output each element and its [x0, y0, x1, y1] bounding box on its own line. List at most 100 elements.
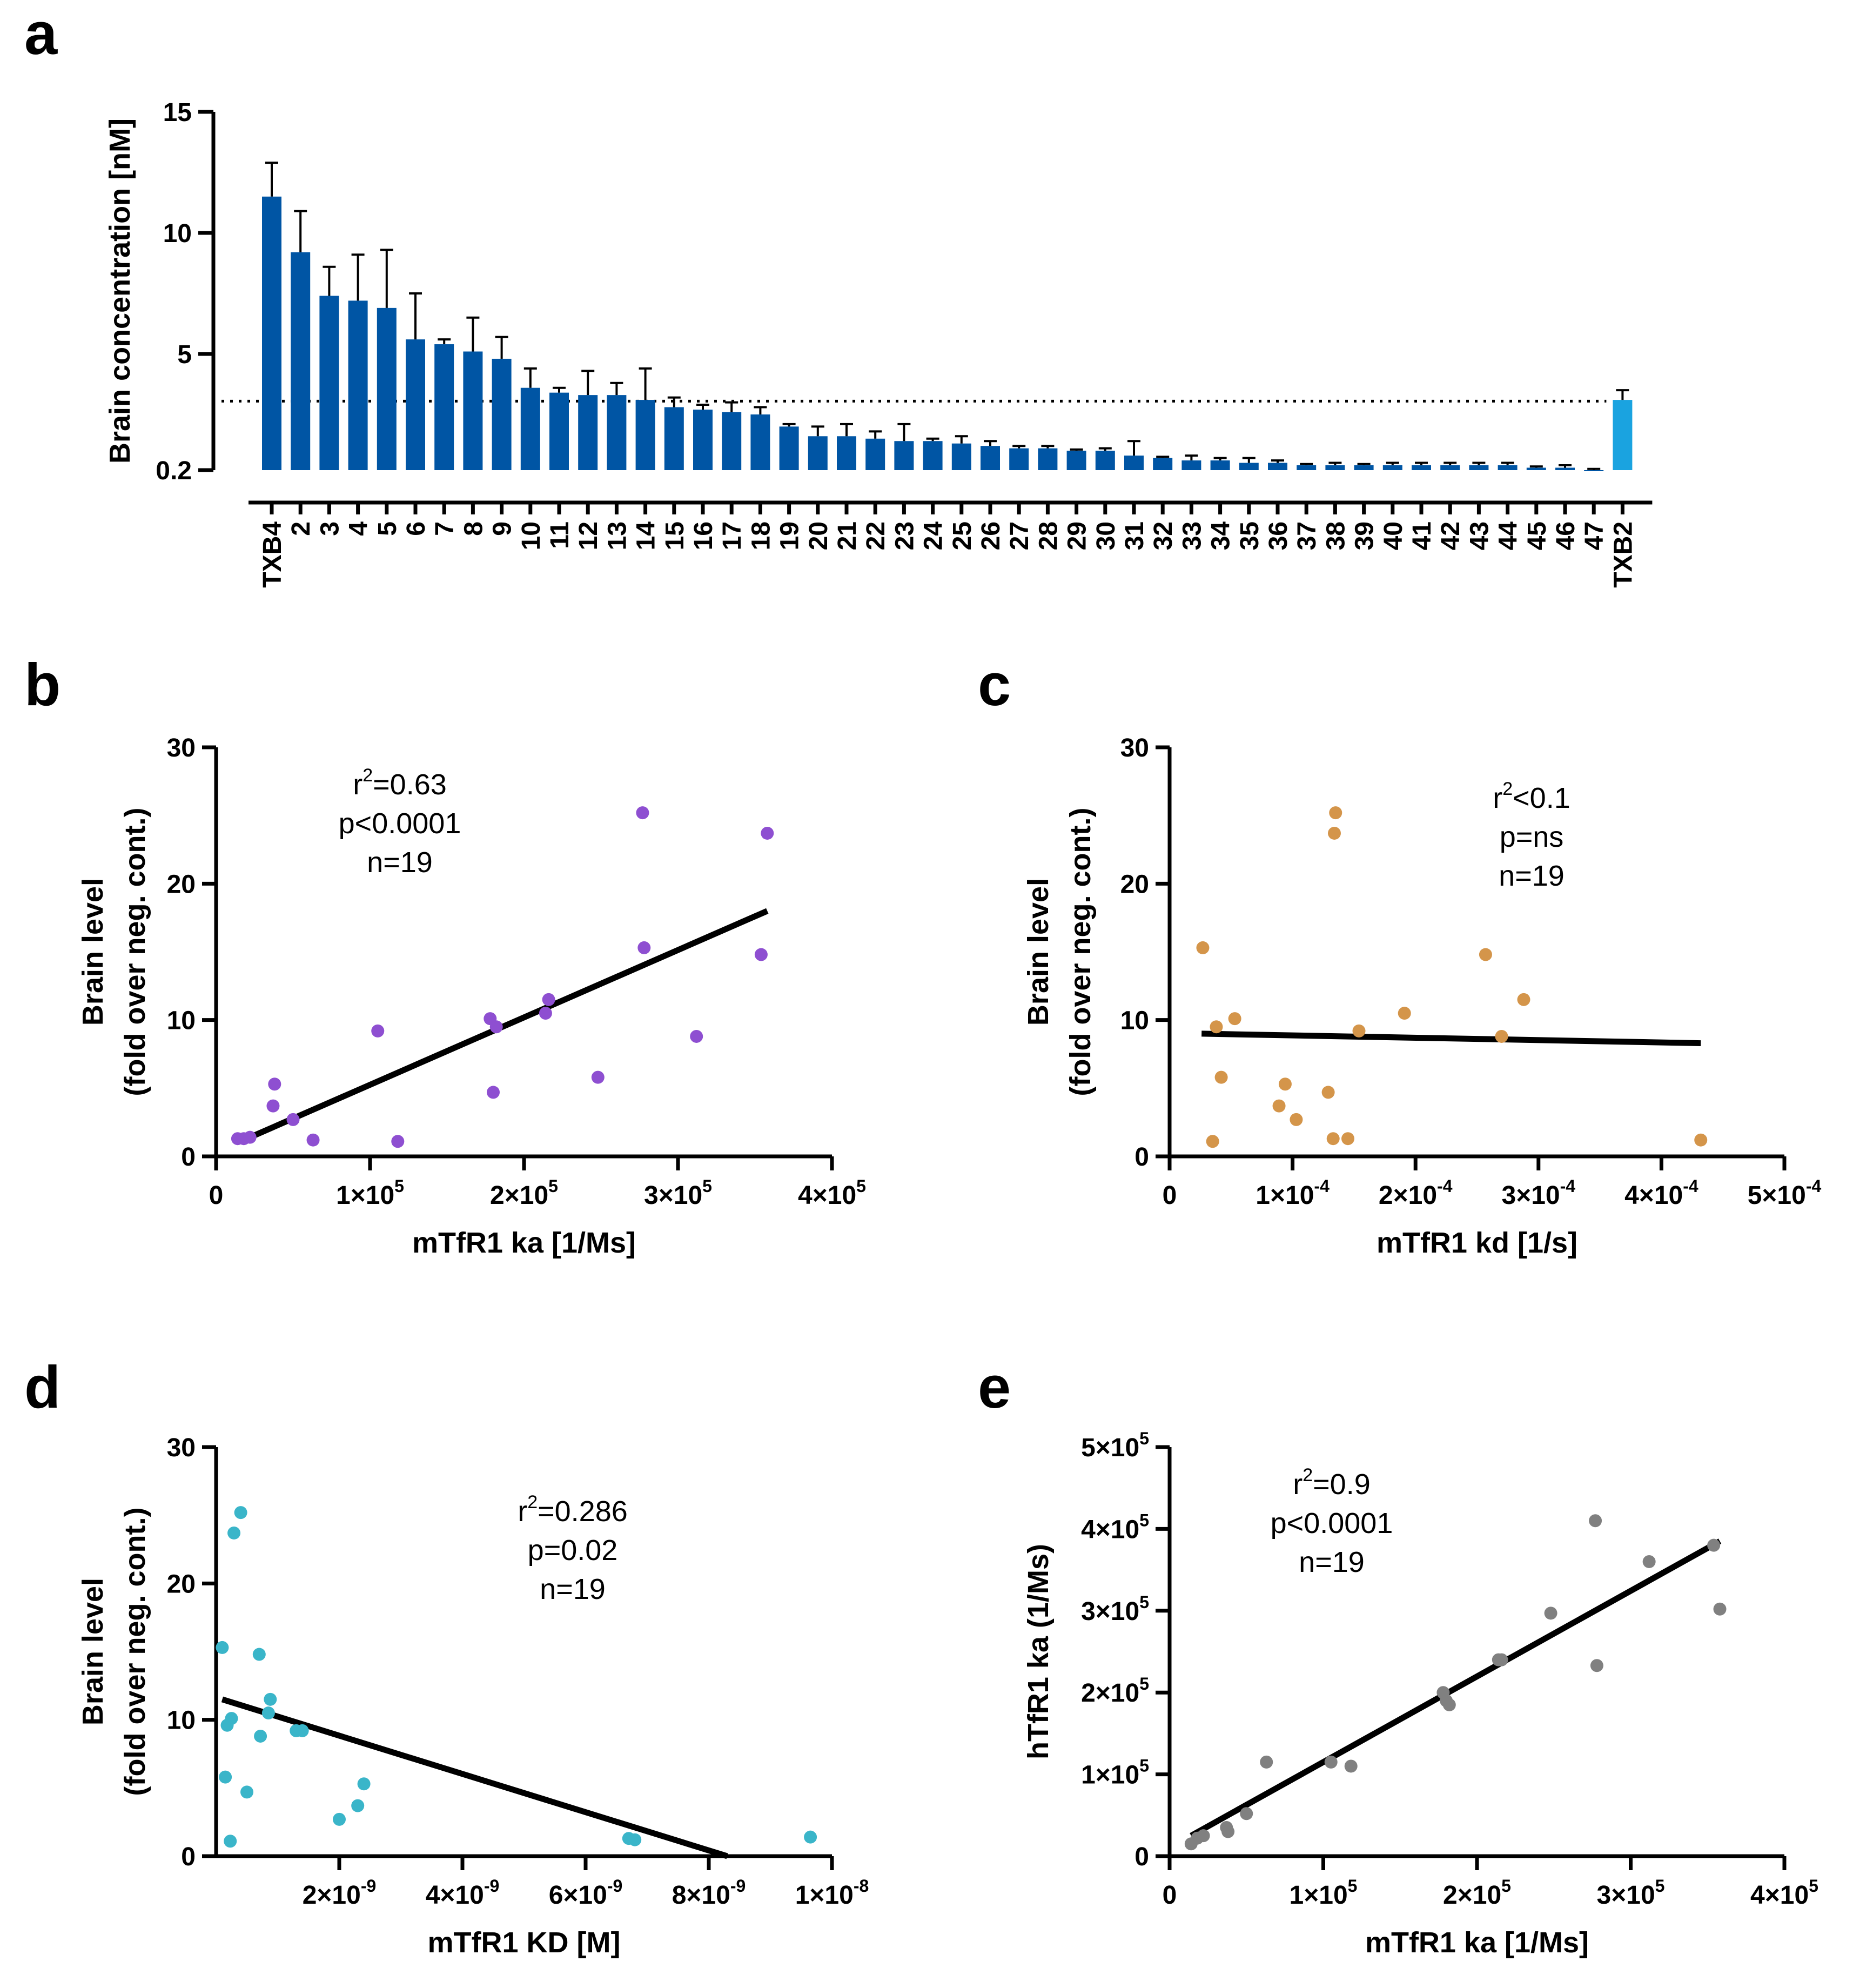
- a-x-tick-label: 36: [1264, 521, 1293, 550]
- d-data-point: [240, 1785, 253, 1799]
- a-bar-11: [549, 392, 569, 470]
- a-bar-31: [1124, 456, 1144, 470]
- e-data-point: [1324, 1755, 1338, 1769]
- e-y-tick-label: 3×105: [1081, 1592, 1149, 1626]
- a-bar-14: [635, 400, 655, 470]
- a-bar-18: [750, 414, 770, 470]
- c-stat-p: p=ns: [1500, 821, 1564, 853]
- e-x-axis-title: mTfR1 ka [1/Ms]: [1365, 1926, 1589, 1959]
- a-x-tick-label: 14: [632, 521, 661, 551]
- a-bar-29: [1066, 451, 1086, 470]
- d-y-axis-title: Brain level: [77, 1578, 109, 1725]
- a-x-tick-label: 38: [1321, 521, 1350, 550]
- a-x-tick-label: 31: [1120, 521, 1149, 550]
- a-bar-9: [492, 358, 512, 470]
- d-data-point: [296, 1724, 309, 1737]
- a-bar-TXB4: [262, 196, 281, 470]
- d-y-tick-label: 10: [167, 1706, 196, 1735]
- b-data-point: [591, 1070, 605, 1084]
- a-bar-28: [1038, 448, 1058, 470]
- a-bar-17: [722, 412, 742, 470]
- c-data-point: [1479, 948, 1492, 961]
- d-x-tick-label: 8×10-9: [672, 1876, 746, 1910]
- b-y-axis-title: Brain level: [77, 878, 109, 1026]
- e-x-tick-label: 0: [1163, 1881, 1177, 1910]
- b-x-tick-label: 4×105: [798, 1176, 866, 1210]
- e-stat-r2: r2=0.9: [1293, 1465, 1371, 1501]
- panel-c-scatter: 0 10 20 30 0 1×10-4 2×10-4 3×10-4 4×10-4 5×10-4 mT…: [1022, 734, 1821, 1259]
- d-data-point: [261, 1706, 275, 1720]
- a-x-tick-label: 30: [1092, 521, 1120, 550]
- e-y-tick-label: 4×105: [1081, 1510, 1149, 1544]
- a-bar-24: [923, 441, 943, 470]
- d-x-axis-title: mTfR1 KD [M]: [428, 1926, 621, 1959]
- c-x-tick-label: 0: [1163, 1181, 1177, 1210]
- panel-letter-c: c: [978, 652, 1011, 718]
- a-y-tick-label: 10: [163, 219, 192, 248]
- a-x-tick-label: 9: [488, 521, 517, 536]
- e-y-axis-title: hTfR1 ka (1/Ms): [1022, 1544, 1055, 1759]
- d-data-point: [264, 1692, 277, 1706]
- b-data-point: [268, 1077, 281, 1091]
- c-data-point: [1196, 941, 1210, 954]
- a-x-tick-label: 35: [1236, 521, 1264, 550]
- c-y-tick-label: 20: [1120, 870, 1149, 899]
- c-data-point: [1495, 1029, 1508, 1043]
- d-data-point: [227, 1526, 241, 1539]
- d-data-point: [219, 1770, 232, 1784]
- a-bar-42: [1440, 465, 1460, 470]
- d-data-point: [225, 1712, 238, 1725]
- c-stat-n: n=19: [1499, 860, 1565, 892]
- e-data-point: [1260, 1755, 1273, 1769]
- a-x-tick-label: 18: [747, 521, 775, 550]
- a-x-tick-label: 20: [804, 521, 833, 550]
- a-bar-TXB2: [1613, 400, 1633, 470]
- a-x-tick-label: 27: [1005, 521, 1034, 550]
- a-bar-27: [1009, 448, 1029, 470]
- c-data-point: [1517, 993, 1530, 1006]
- b-data-point: [542, 993, 555, 1006]
- a-x-tick-label: 42: [1436, 521, 1465, 550]
- d-regression-line: [221, 1696, 728, 1859]
- e-data-point: [1544, 1607, 1557, 1620]
- e-data-point: [1221, 1825, 1235, 1838]
- a-x-tick-label: 5: [373, 521, 402, 536]
- panel-b-scatter: 0 10 20 30 0 1×105 2×105 3×105 4×105 mTfR1 ka [1/…: [77, 734, 866, 1259]
- b-x-axis-title: mTfR1 ka [1/Ms]: [412, 1227, 636, 1259]
- e-stat-p: p<0.0001: [1271, 1507, 1393, 1539]
- a-bar-32: [1153, 458, 1173, 470]
- c-data-point: [1352, 1024, 1366, 1037]
- c-x-axis-title: mTfR1 kd [1/s]: [1377, 1227, 1577, 1259]
- c-data-point: [1694, 1133, 1708, 1147]
- c-y-tick-label: 0: [1134, 1143, 1149, 1172]
- a-x-tick-label: 19: [776, 521, 804, 550]
- a-bar-2: [291, 252, 311, 470]
- a-bar-26: [981, 446, 1000, 470]
- b-x-tick-label: 3×105: [644, 1176, 712, 1210]
- a-x-tick-label: 43: [1465, 521, 1494, 550]
- e-data-point: [1713, 1602, 1727, 1616]
- d-data-point: [254, 1729, 267, 1743]
- d-data-point: [224, 1835, 237, 1848]
- d-data-point: [351, 1799, 365, 1812]
- panel-letter-d: d: [24, 1354, 61, 1421]
- d-data-point: [234, 1506, 247, 1520]
- a-bar-47: [1584, 470, 1604, 471]
- a-y-tick-label: 5: [177, 340, 192, 369]
- d-y-tick-label: 20: [167, 1570, 196, 1598]
- b-y-tick-label: 0: [181, 1143, 196, 1172]
- e-data-point: [1240, 1807, 1253, 1820]
- a-bar-10: [520, 387, 540, 470]
- a-bar-8: [463, 351, 483, 470]
- c-x-tick-label: 1×10-4: [1256, 1176, 1330, 1210]
- a-x-tick-label: TXB4: [258, 521, 287, 588]
- d-x-tick-label: 1×10-8: [795, 1876, 869, 1910]
- a-x-tick-label: 34: [1207, 521, 1236, 551]
- a-y-tick-label: 0.2: [156, 457, 192, 485]
- b-data-point: [306, 1133, 320, 1147]
- b-data-point: [636, 806, 649, 820]
- a-x-tick-label: 4: [345, 521, 373, 536]
- a-bar-20: [808, 436, 828, 470]
- a-x-tick-label: 7: [431, 521, 459, 536]
